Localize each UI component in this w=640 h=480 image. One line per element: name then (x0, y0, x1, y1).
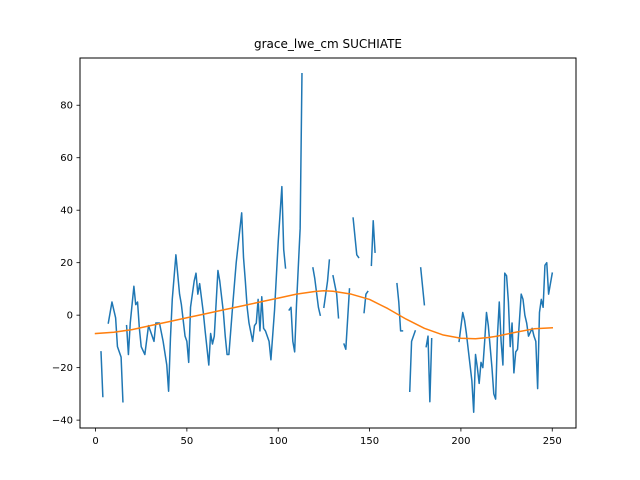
y-tick-label: 40 (60, 206, 73, 217)
y-tick-label: −40 (52, 416, 73, 427)
x-tick-label: 150 (360, 436, 379, 447)
x-axis: 0 50 100 150 200 250 (92, 428, 562, 447)
y-tick-label: 0 (67, 311, 73, 322)
x-tick-label: 50 (181, 436, 194, 447)
y-tick-label: 80 (60, 101, 73, 112)
y-tick-label: −20 (52, 363, 73, 374)
x-tick-label: 250 (543, 436, 562, 447)
x-tick-label: 100 (269, 436, 288, 447)
plot-frame (79, 57, 577, 429)
y-axis: −40 −20 0 20 40 60 80 (52, 101, 80, 427)
y-tick-label: 60 (60, 153, 73, 164)
chart-title: grace_lwe_cm SUCHIATE (254, 37, 402, 51)
series-layer (94, 72, 554, 414)
x-tick-label: 0 (92, 436, 98, 447)
x-tick-label: 200 (451, 436, 470, 447)
y-tick-label: 20 (60, 258, 73, 269)
series-line-orange (94, 290, 554, 340)
